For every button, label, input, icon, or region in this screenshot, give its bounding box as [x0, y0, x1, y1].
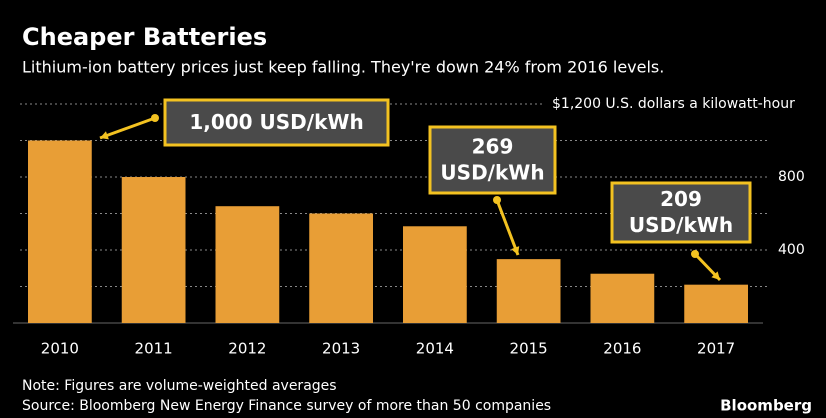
y-tick-label: 400 — [778, 242, 805, 258]
annotation-arrowhead — [511, 246, 520, 255]
bar — [121, 177, 186, 323]
annotation-arrow — [99, 116, 156, 140]
source: Source: Bloomberg New Energy Finance sur… — [22, 398, 551, 414]
annotation-text: 1,000 USD/kWh — [189, 110, 363, 134]
annotation-box — [163, 98, 390, 147]
x-tick-label: 2013 — [322, 340, 360, 358]
bar — [590, 273, 655, 323]
x-tick-label: 2011 — [135, 340, 173, 358]
y-tick-label: 800 — [778, 169, 805, 185]
x-tick-label: 2012 — [228, 340, 266, 358]
annotation-text: USD/kWh — [629, 213, 733, 237]
annotation-box — [428, 125, 557, 195]
bar — [496, 259, 561, 323]
annotation-box — [610, 181, 752, 244]
annotation-text: 209 — [660, 187, 702, 211]
brand: Bloomberg — [720, 397, 812, 415]
x-tick-label: 2017 — [697, 340, 735, 358]
bar — [309, 213, 373, 323]
y-tick-label: $1,200 U.S. dollars a kilowatt-hour — [552, 96, 795, 112]
x-tick-label: 2015 — [510, 340, 548, 358]
annotation-dot — [493, 196, 501, 204]
chart-title: Cheaper Batteries — [22, 23, 267, 51]
note: Note: Figures are volume-weighted averag… — [22, 378, 337, 394]
annotation-dot — [151, 114, 159, 122]
annotation-text: USD/kWh — [440, 161, 544, 185]
x-tick-label: 2010 — [41, 340, 79, 358]
x-tick-label: 2016 — [603, 340, 641, 358]
bar — [684, 284, 748, 323]
annotation-text: 269 — [472, 135, 514, 159]
annotation-dot — [691, 250, 699, 258]
x-tick-label: 2014 — [416, 340, 454, 358]
annotation-arrowhead — [100, 131, 109, 140]
bar — [28, 140, 92, 323]
annotation-arrowhead — [711, 271, 720, 280]
annotation-arrow — [495, 199, 520, 256]
bar — [215, 206, 280, 323]
chart-subtitle: Lithium-ion battery prices just keep fal… — [22, 58, 664, 77]
bar — [403, 226, 467, 323]
